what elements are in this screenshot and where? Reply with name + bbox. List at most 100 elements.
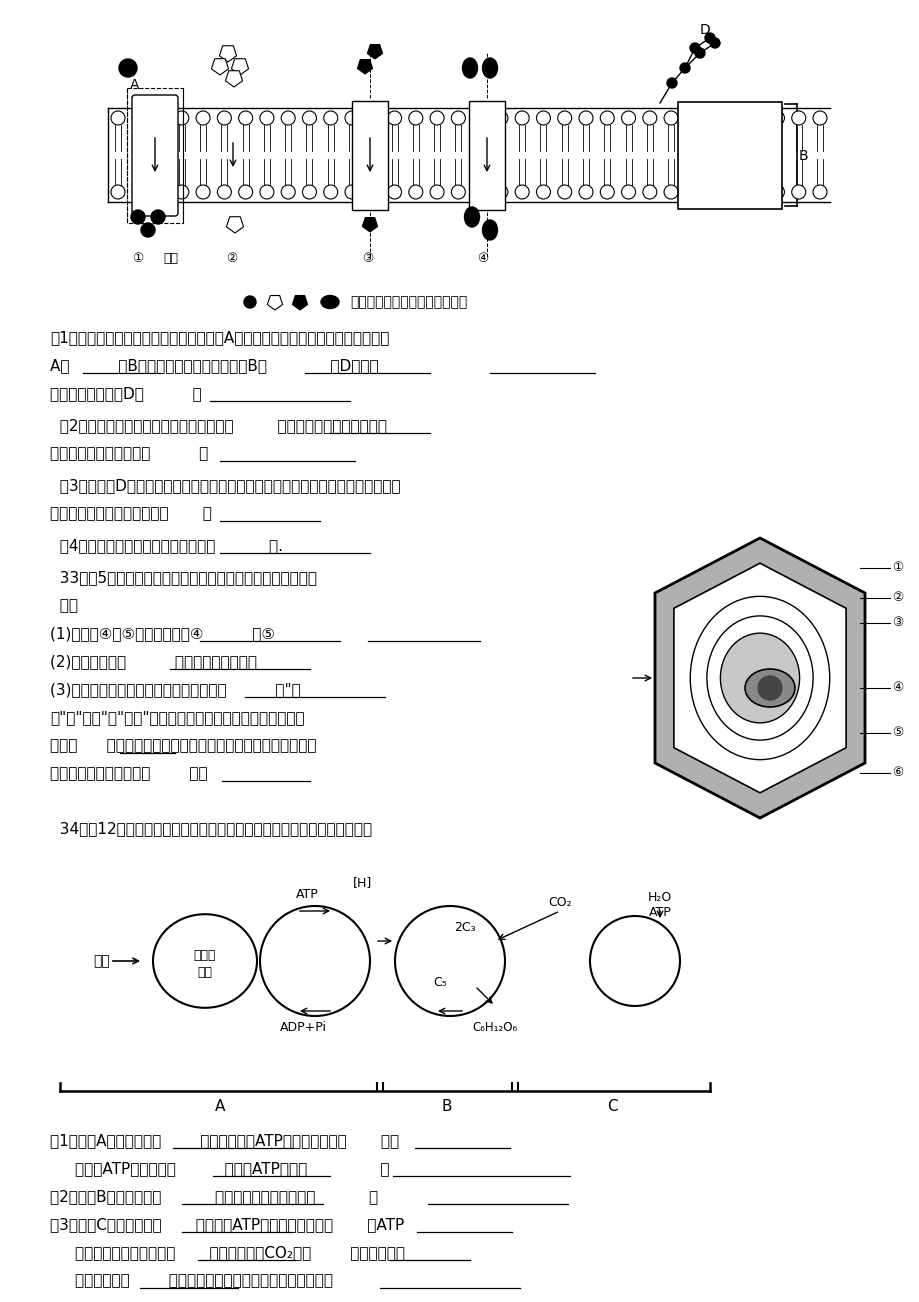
Circle shape	[175, 111, 188, 125]
Text: [H]: [H]	[353, 876, 372, 889]
Circle shape	[238, 111, 253, 125]
Text: (3)上述实验可以证明，当外界溶液的浓度          （"高: (3)上述实验可以证明，当外界溶液的浓度 （"高	[50, 682, 301, 697]
Text: B: B	[798, 148, 808, 163]
Text: 产生的水是在        阶段形成的，此过程的反应式可以写成：: 产生的水是在 阶段形成的，此过程的反应式可以写成：	[75, 1273, 381, 1288]
Circle shape	[621, 185, 635, 199]
Circle shape	[345, 111, 358, 125]
Circle shape	[281, 185, 295, 199]
Ellipse shape	[482, 59, 497, 78]
Circle shape	[536, 185, 550, 199]
Circle shape	[472, 111, 486, 125]
Circle shape	[642, 185, 656, 199]
Circle shape	[689, 43, 699, 53]
Circle shape	[578, 111, 593, 125]
Text: 叶绿素: 叶绿素	[194, 949, 216, 962]
Text: (1)图中的④和⑤名称分别是：④          ，⑤: (1)图中的④和⑤名称分别是：④ ，⑤	[50, 626, 313, 641]
Text: （2）图中B表示的过程为           ，此过程发生的场所是在           。: （2）图中B表示的过程为 ，此过程发生的场所是在 。	[50, 1189, 378, 1204]
Circle shape	[394, 906, 505, 1016]
Circle shape	[323, 111, 337, 125]
Text: ①: ①	[132, 253, 143, 266]
Ellipse shape	[153, 914, 256, 1008]
Circle shape	[408, 111, 423, 125]
Circle shape	[217, 185, 231, 199]
Circle shape	[451, 185, 465, 199]
Text: ⑤: ⑤	[891, 727, 902, 740]
FancyBboxPatch shape	[131, 95, 177, 216]
Circle shape	[302, 185, 316, 199]
Text: 34、（12分）下图是绿色植物体内能量转换过程的示意图，请据图回答：: 34、（12分）下图是绿色植物体内能量转换过程的示意图，请据图回答：	[50, 822, 371, 836]
Text: （1）细胞膜的结构与功能是相应适应的，A与细胞膜的选择透过性有密切关系，则: （1）细胞膜的结构与功能是相应适应的，A与细胞膜的选择透过性有密切关系，则	[50, 329, 389, 345]
Text: ④: ④	[477, 253, 488, 266]
Bar	[127, 89, 183, 223]
FancyBboxPatch shape	[469, 102, 505, 210]
Text: ⑥: ⑥	[891, 766, 902, 779]
Text: 水解释放的能量直接用于       ，这里产生的CO₂是在        阶段形成的，: 水解释放的能量直接用于 ，这里产生的CO₂是在 阶段形成的，	[75, 1245, 404, 1260]
Circle shape	[323, 185, 337, 199]
Circle shape	[429, 111, 444, 125]
Circle shape	[302, 111, 316, 125]
Circle shape	[345, 185, 358, 199]
Text: 光能: 光能	[93, 954, 109, 967]
Text: ATP: ATP	[295, 888, 318, 901]
Circle shape	[685, 185, 698, 199]
Circle shape	[748, 111, 763, 125]
Circle shape	[727, 111, 741, 125]
Text: C: C	[606, 1099, 617, 1115]
Text: 分子: 分子	[198, 966, 212, 979]
Circle shape	[642, 111, 656, 125]
Circle shape	[387, 111, 401, 125]
Circle shape	[494, 185, 507, 199]
Text: 2C₃: 2C₃	[454, 921, 475, 934]
Circle shape	[515, 111, 528, 125]
Circle shape	[557, 185, 571, 199]
Text: ②: ②	[226, 253, 237, 266]
Circle shape	[706, 185, 720, 199]
Circle shape	[451, 111, 465, 125]
Text: CO₂: CO₂	[548, 896, 572, 909]
Circle shape	[621, 111, 635, 125]
Circle shape	[111, 111, 125, 125]
Text: 答：: 答：	[50, 598, 78, 613]
Circle shape	[694, 48, 704, 59]
Text: ①: ①	[891, 561, 902, 574]
Circle shape	[260, 906, 369, 1016]
Circle shape	[515, 185, 528, 199]
Circle shape	[727, 185, 741, 199]
Circle shape	[536, 111, 550, 125]
Text: 能量: 能量	[163, 253, 177, 266]
Circle shape	[238, 185, 253, 199]
Text: 信息交流有关，则D是          。: 信息交流有关，则D是 。	[50, 385, 201, 401]
Text: 33、（5分）图示是洋葱鳞片叶表皮细胞的示意图。请据图回: 33、（5分）图示是洋葱鳞片叶表皮细胞的示意图。请据图回	[50, 570, 317, 585]
Text: C₆H₁₂O₆: C₆H₁₂O₆	[472, 1021, 517, 1034]
Ellipse shape	[706, 616, 812, 740]
Circle shape	[196, 111, 210, 125]
Text: (2)原生质层是由          （填号码）组成的。: (2)原生质层是由 （填号码）组成的。	[50, 654, 256, 669]
Text: （3）图中C表示的过程为       ，产生的ATP中储存的能量来自       ，ATP: （3）图中C表示的过程为 ，产生的ATP中储存的能量来自 ，ATP	[50, 1217, 403, 1232]
Ellipse shape	[744, 669, 794, 707]
Circle shape	[260, 185, 274, 199]
Text: （3）维生素D是一种固醇类物质，它很容易被小肠上皮细胞吸收，那么它通过小肠: （3）维生素D是一种固醇类物质，它很容易被小肠上皮细胞吸收，那么它通过小肠	[50, 478, 400, 493]
Text: B: B	[441, 1099, 452, 1115]
Circle shape	[141, 223, 154, 237]
Circle shape	[132, 185, 146, 199]
Circle shape	[557, 111, 571, 125]
Ellipse shape	[720, 633, 799, 723]
Ellipse shape	[464, 207, 479, 227]
Circle shape	[217, 111, 231, 125]
Text: 分别代表各种物质分子或者离子: 分别代表各种物质分子或者离子	[349, 296, 467, 309]
Circle shape	[589, 917, 679, 1006]
FancyBboxPatch shape	[677, 102, 781, 210]
Circle shape	[366, 185, 380, 199]
Text: 上皮细胞膜的方式指图中编号       。: 上皮细胞膜的方式指图中编号 。	[50, 506, 211, 521]
Circle shape	[769, 185, 784, 199]
Text: （2）可能代表氧气转运过程的是图中编号         ；葡萄糖从肠腔进入小肠上: （2）可能代表氧气转运过程的是图中编号 ；葡萄糖从肠腔进入小肠上	[50, 418, 387, 434]
Circle shape	[151, 210, 165, 224]
Circle shape	[153, 111, 167, 125]
Circle shape	[599, 111, 614, 125]
Text: H₂O: H₂O	[647, 891, 672, 904]
Circle shape	[709, 38, 720, 48]
Circle shape	[387, 185, 401, 199]
Circle shape	[429, 185, 444, 199]
Text: A: A	[130, 78, 140, 92]
Circle shape	[494, 111, 507, 125]
